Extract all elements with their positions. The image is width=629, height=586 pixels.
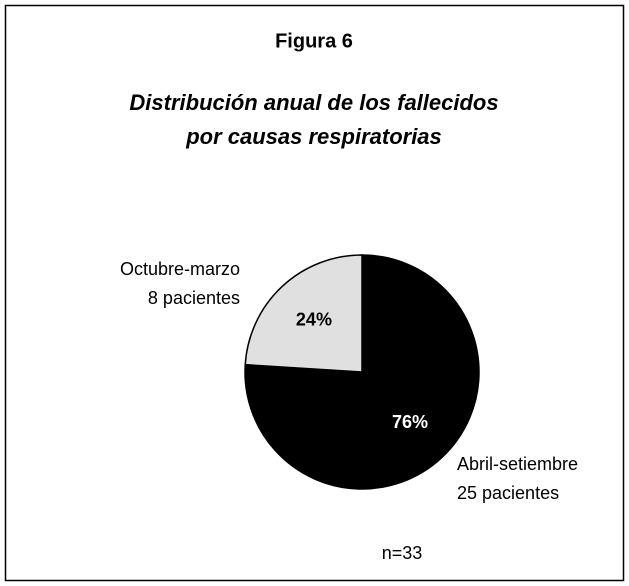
annotation: n=33 xyxy=(382,543,423,563)
pie-slice xyxy=(244,254,363,373)
chart-subtitle: por causas respiratorias xyxy=(185,124,442,149)
category-note: 25 pacientes xyxy=(457,483,559,503)
category-note: 8 pacientes xyxy=(148,288,240,308)
category-label: Abril-setiembre xyxy=(457,454,578,474)
value-label: 76% xyxy=(392,412,428,432)
chart-subtitle: Distribución anual de los fallecidos xyxy=(129,90,498,115)
category-label: Octubre-marzo xyxy=(120,259,240,279)
chart-title: Figura 6 xyxy=(275,30,353,52)
pie-slice xyxy=(244,254,480,490)
value-label: 24% xyxy=(296,310,332,330)
